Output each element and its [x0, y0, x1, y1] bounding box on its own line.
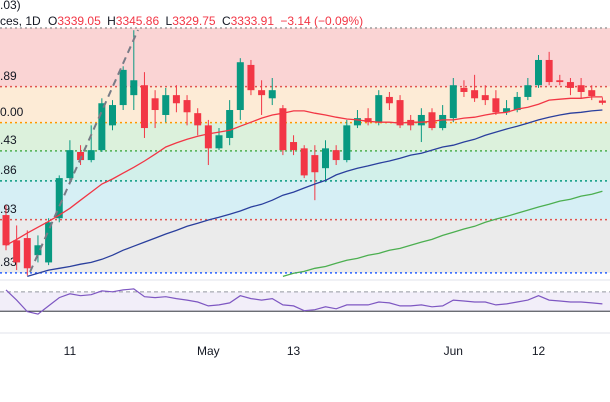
candle-body: [417, 114, 425, 126]
candle-body: [162, 95, 170, 115]
candle-body: [34, 245, 42, 256]
candle-body: [130, 80, 138, 96]
moving-average: [282, 190, 603, 278]
ohlc-label: L: [166, 14, 173, 28]
x-tick-label: 12: [532, 344, 546, 358]
candle-body: [279, 108, 287, 151]
x-tick-label: May: [197, 344, 220, 358]
candle-body: [492, 98, 500, 113]
candle-body: [343, 125, 351, 161]
moving-average: [5, 96, 603, 246]
candle-body: [556, 80, 564, 83]
ohlc-value: 3345.86: [116, 14, 160, 28]
rsi-line: [5, 288, 603, 315]
candle-body: [322, 148, 329, 169]
fib-label: 0.00: [0, 105, 24, 119]
candle-body: [77, 151, 85, 161]
candle-body: [396, 100, 404, 126]
fib-label: .89: [0, 69, 17, 83]
plot: [2, 30, 606, 276]
candle-body: [300, 148, 308, 176]
candle-body: [364, 118, 372, 123]
candle-body: [183, 100, 191, 113]
candle-body: [577, 85, 585, 92]
ohlc-value: 3333.91: [231, 14, 275, 28]
candle-body: [513, 96, 521, 111]
x-tick-label: 11: [64, 344, 77, 358]
change-label: −3.14 (−0.09%): [280, 14, 363, 28]
candle-body: [545, 59, 553, 83]
fib-band: [0, 180, 610, 220]
ohlc-label: C: [222, 14, 231, 28]
candle-body: [151, 98, 159, 111]
ohlc-label: O: [48, 14, 57, 28]
candle-body: [290, 142, 298, 151]
chart-title: ces, 1D: [0, 14, 41, 28]
candle-body: [481, 95, 489, 101]
fib-label: .43: [0, 133, 17, 147]
candle-body: [204, 125, 212, 149]
candle-body: [503, 108, 511, 113]
candle-body: [236, 62, 244, 111]
rsi-band: [0, 291, 610, 312]
candle-body: [439, 114, 447, 129]
fib-label: .03): [0, 0, 21, 12]
candle-body: [66, 150, 74, 179]
candle-body: [524, 85, 532, 97]
fib-label: .83: [0, 255, 17, 269]
candle-body: [588, 90, 596, 97]
trend-line: [29, 29, 139, 273]
candle-body: [598, 100, 606, 103]
candle-body: [13, 240, 21, 263]
candle-body: [311, 155, 319, 173]
candle-body: [471, 90, 479, 99]
candle-body: [375, 95, 383, 123]
candle-body: [194, 113, 202, 126]
candle-body: [226, 110, 234, 138]
candle-body: [119, 69, 127, 106]
candle-body: [140, 85, 148, 129]
candle-body: [449, 85, 457, 119]
candle-body: [109, 105, 116, 126]
candle-body: [460, 87, 468, 92]
candle-body: [215, 135, 223, 149]
fib-label: .86: [0, 163, 17, 177]
candle-body: [45, 222, 53, 263]
ohlc-label: H: [107, 14, 116, 28]
candle-body: [385, 96, 393, 104]
ohlc-value: 3339.05: [57, 14, 101, 28]
fib-label: .93: [0, 202, 17, 216]
candle-body: [2, 215, 10, 246]
candle-body: [87, 150, 95, 161]
candle-body: [23, 238, 31, 269]
fib-band: [0, 219, 610, 273]
candle-body: [428, 112, 436, 129]
x-tick-label: Jun: [444, 344, 463, 358]
x-tick-label: 13: [287, 344, 301, 358]
candle-body: [247, 64, 255, 91]
candle-body: [332, 150, 340, 161]
candle-body: [55, 178, 63, 219]
fib-band: [0, 27, 610, 87]
moving-average: [27, 109, 603, 278]
overlay: [5, 96, 603, 278]
candle-body: [98, 103, 106, 151]
candle-body: [172, 95, 180, 104]
candle-body: [535, 59, 542, 86]
header: ces, 1D O3339.05 H3345.86 L3329.75 C3333…: [0, 14, 363, 28]
candle-body: [566, 82, 574, 88]
ohlc-value: 3329.75: [172, 14, 216, 28]
candle-body: [268, 90, 276, 99]
candle-body: [353, 118, 361, 126]
candle-body: [258, 90, 266, 96]
